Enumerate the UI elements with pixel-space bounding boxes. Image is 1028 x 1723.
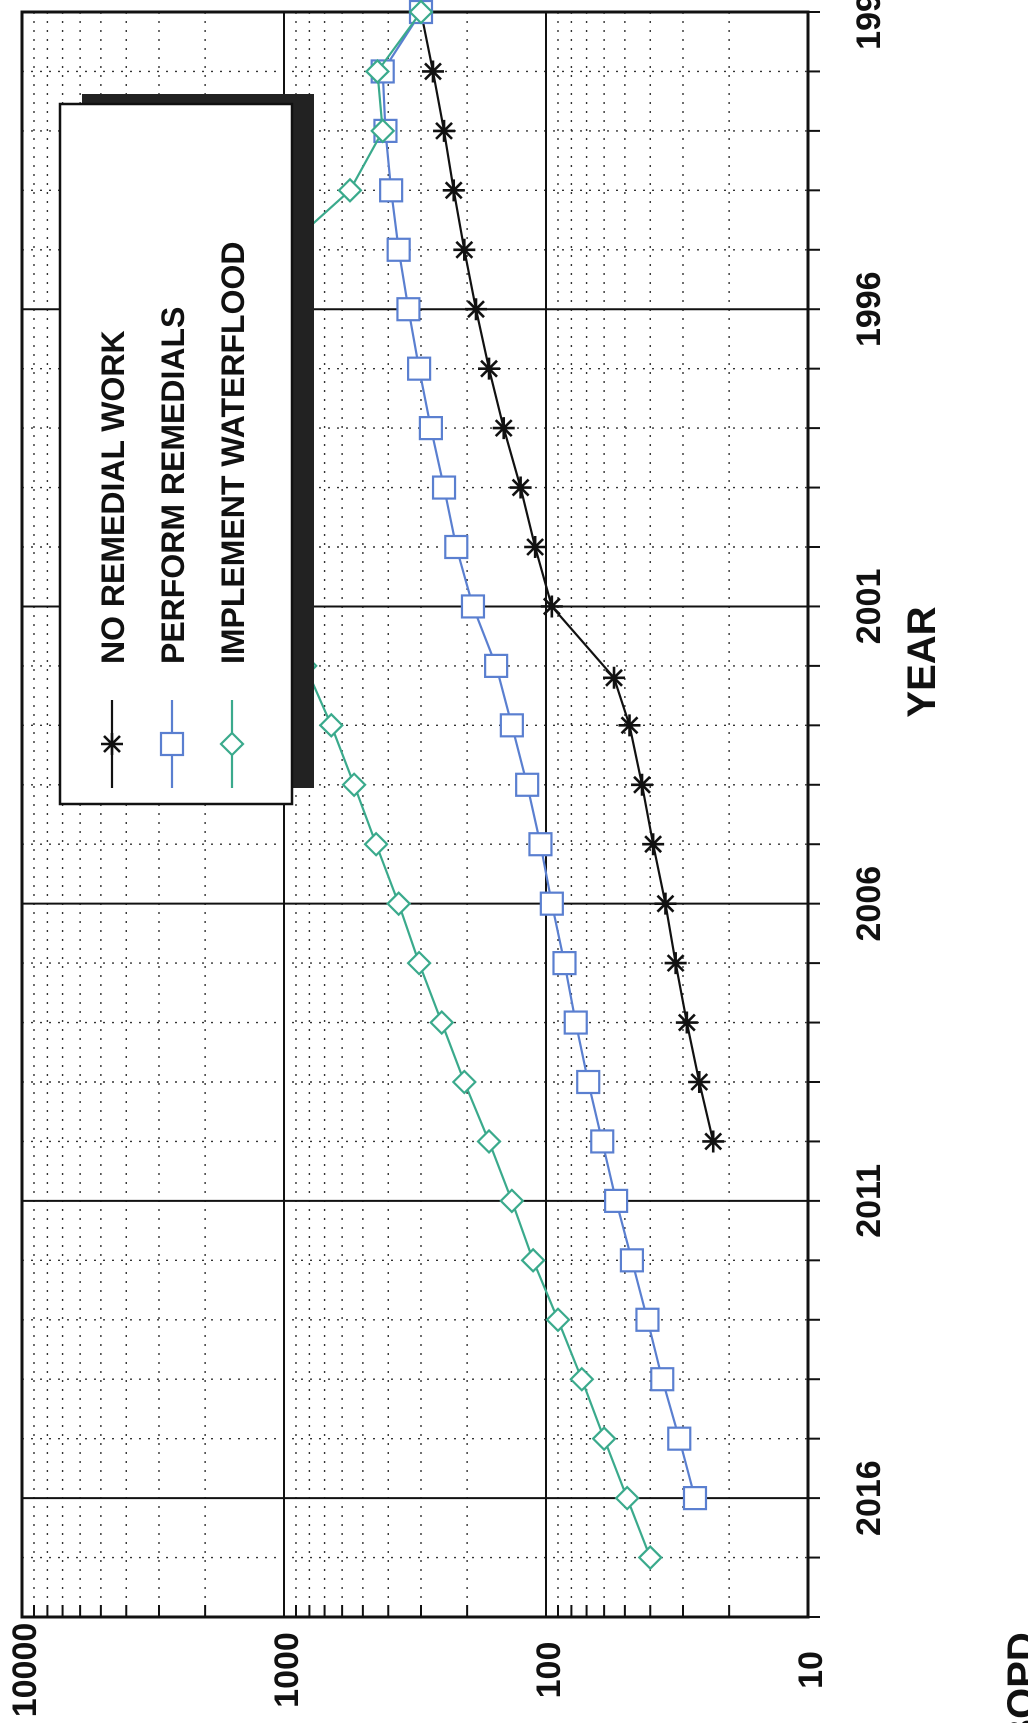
data-point-square — [407, 356, 432, 381]
data-point-square — [159, 731, 185, 757]
data-point-diamond — [499, 1188, 525, 1214]
data-point-diamond — [476, 1128, 502, 1155]
legend-label: PERFORM REMEDIALS — [155, 307, 191, 664]
data-point-square — [590, 1129, 615, 1154]
data-point-diamond — [386, 891, 412, 917]
data-point-square — [635, 1307, 660, 1332]
value-tick-label: 1000 — [268, 1632, 306, 1708]
value-tick-label: 10000 — [6, 1623, 44, 1718]
data-point-diamond — [337, 177, 363, 203]
data-point-asterisk — [101, 733, 123, 755]
data-point-square — [418, 416, 443, 441]
data-point-diamond — [545, 1307, 571, 1333]
year-tick-label: 2006 — [850, 866, 888, 942]
data-point-diamond — [408, 0, 434, 25]
data-point-diamond — [363, 831, 389, 857]
data-point-asterisk — [509, 476, 532, 499]
data-point-square — [484, 653, 509, 678]
data-point-diamond — [318, 712, 344, 738]
data-point-square — [650, 1367, 675, 1392]
data-point-asterisk — [421, 60, 444, 83]
data-point-square — [604, 1188, 629, 1213]
minor-gridlines — [22, 12, 808, 1617]
data-point-diamond — [429, 1009, 455, 1036]
series-asterisk — [409, 1, 725, 1153]
data-point-asterisk — [642, 833, 665, 856]
legend: NO REMEDIAL WORK PERFORM REMEDIALS IMPLEME… — [58, 94, 314, 806]
year-tick-label: 2016 — [850, 1460, 888, 1536]
year-tick-label: 1991 — [850, 0, 888, 50]
data-point-asterisk — [654, 892, 677, 915]
data-point-square — [667, 1426, 692, 1451]
data-point-diamond — [569, 1366, 595, 1392]
data-point-asterisk — [675, 1011, 698, 1034]
data-point-asterisk — [453, 238, 476, 261]
data-point-square — [379, 178, 404, 203]
data-point-asterisk — [631, 773, 654, 796]
legend-box — [58, 102, 294, 806]
data-point-square — [552, 951, 577, 976]
data-point-square — [563, 1010, 588, 1035]
data-point-diamond — [614, 1485, 640, 1511]
x-axis-title: YEAR — [900, 606, 944, 717]
data-point-square — [539, 891, 564, 916]
tick-labels: 10 100 1000 10000 1991 1996 2001 2006 2011 2016 — [6, 0, 888, 1717]
series-layer — [201, 0, 725, 1571]
year-tick-label: 2011 — [850, 1164, 888, 1238]
data-point-asterisk — [702, 1130, 725, 1153]
data-point-diamond — [637, 1544, 663, 1571]
data-point-square — [576, 1069, 601, 1095]
legend-label: IMPLEMENT WATERFLOOD — [215, 242, 251, 664]
data-point-diamond — [364, 58, 390, 85]
data-point-square — [515, 772, 540, 797]
data-point-asterisk — [442, 179, 465, 202]
data-point-diamond — [406, 950, 432, 976]
year-tick-label: 1996 — [850, 271, 888, 347]
data-point-asterisk — [478, 357, 501, 380]
data-point-diamond — [520, 1247, 546, 1273]
year-tick-label: 2001 — [850, 569, 888, 645]
data-point-asterisk — [603, 666, 626, 689]
value-tick-label: 10 — [792, 1651, 830, 1689]
data-point-asterisk — [664, 952, 687, 975]
data-point-square — [444, 534, 469, 560]
data-point-square — [499, 713, 524, 738]
data-point-asterisk — [492, 417, 515, 440]
data-point-diamond — [451, 1069, 477, 1095]
data-point-diamond — [341, 772, 367, 798]
data-point-asterisk — [433, 119, 456, 142]
series-line — [419, 11, 715, 1142]
value-tick-label: 100 — [530, 1642, 568, 1699]
axis-titles: YEAR BOPD — [900, 606, 1028, 1723]
y-axis-title: BOPD — [1000, 1632, 1028, 1723]
legend-label: NO REMEDIAL WORK — [95, 330, 131, 664]
data-point-diamond — [591, 1426, 617, 1452]
data-point-asterisk — [688, 1071, 711, 1093]
data-point-asterisk — [540, 595, 563, 618]
series-square — [370, 0, 708, 1511]
data-point-asterisk — [524, 536, 547, 558]
data-point-square — [460, 594, 486, 619]
data-point-diamond — [219, 731, 245, 757]
data-point-square — [528, 832, 553, 857]
data-point-square — [431, 475, 457, 500]
data-point-square — [396, 297, 421, 322]
data-point-asterisk — [465, 298, 488, 321]
data-point-square — [386, 237, 411, 262]
data-point-diamond — [370, 118, 396, 144]
data-point-asterisk — [618, 714, 641, 737]
data-point-square — [619, 1248, 645, 1273]
data-point-square — [682, 1486, 708, 1511]
